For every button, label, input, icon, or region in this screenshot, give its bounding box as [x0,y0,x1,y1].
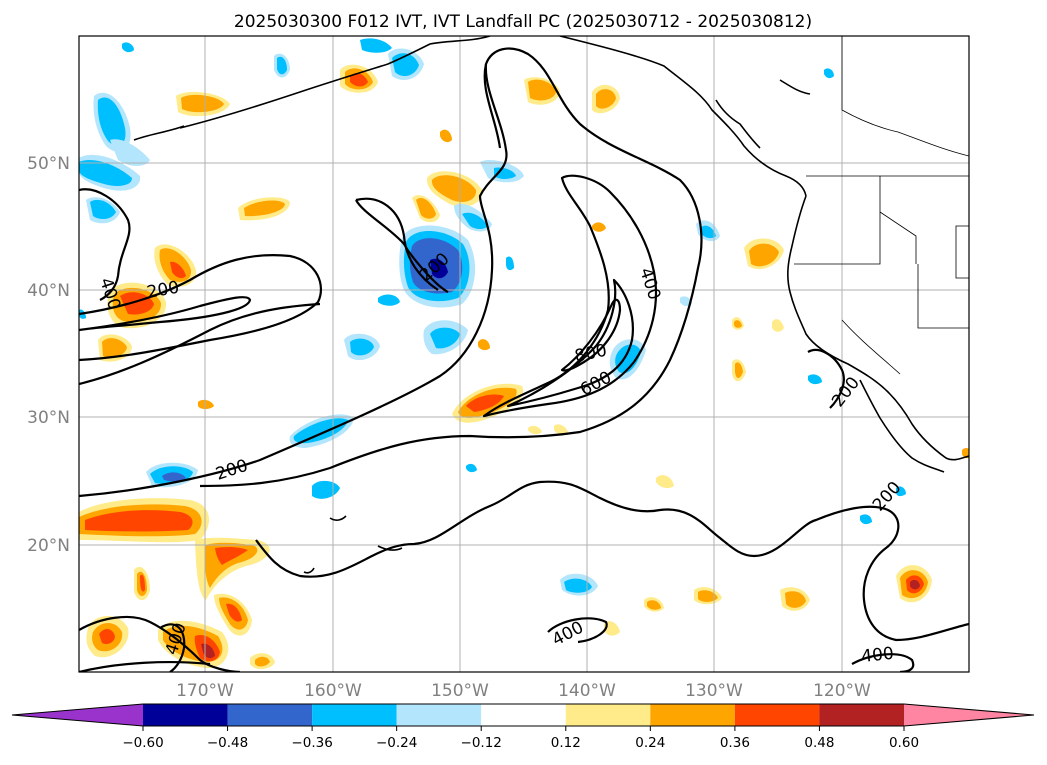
colorbar-tick-label: −0.36 [291,735,332,751]
colorbar-tick-label: 0.60 [889,735,919,751]
map-frame [78,35,970,673]
contour-label: 400 [860,644,894,667]
contour-400-sw [79,615,241,672]
contour-400-sw2 [159,623,186,672]
colorbar-segment [819,704,904,726]
contour-200-loop [355,199,449,293]
colorbar-segment [481,704,566,726]
colorbar-tick-label: −0.48 [207,735,248,751]
colorbar-tick-label: −0.12 [461,735,502,751]
colorbar-segment [565,704,651,726]
colorbar-segment [396,704,482,726]
gridlines [79,36,969,672]
colorbar-tick-label: 0.24 [635,735,665,751]
lat-label-30n: 30°N [27,408,70,428]
contour-400-core [482,174,658,418]
contour-400-se [851,653,915,672]
map-panel: 400 200 200 200 400 800 600 200 200 400 … [78,35,970,673]
contour-600 [506,278,634,408]
lon-label-140w: 140°W [558,681,616,701]
colorbar-segment [650,704,735,726]
contour-800 [560,298,622,372]
colorbar-segment [904,704,1034,726]
lat-label-20n: 20°N [27,536,70,556]
latitude-labels: 50°N 40°N 30°N 20°N [27,154,70,556]
contour-200-south [79,480,969,672]
contour-400-s [547,617,608,644]
colorbar-tick-label: −0.24 [376,735,417,751]
colorbar-tick-label: 0.36 [720,735,750,751]
contour-400-west-closed [79,296,252,332]
shaded-anomalies [79,38,969,670]
contour-200-west [79,254,323,362]
colorbar-tick-label: 0.12 [551,735,581,751]
lat-label-40n: 40°N [27,281,70,301]
contour-200-main [79,47,703,498]
longitude-labels: 170°W 160°W 150°W 140°W 130°W 120°W [176,681,871,701]
colorbar-tick-label: −0.60 [122,735,163,751]
colorbar-segment [143,704,228,726]
colorbar-segment [734,704,820,726]
contour-200-coast [807,348,845,409]
colorbar-segment [12,704,143,726]
lon-label-170w: 170°W [176,681,234,701]
lon-label-150w: 150°W [431,681,489,701]
contour-200-center [355,197,439,291]
colorbar-tick-label: 0.48 [804,735,834,751]
lat-label-50n: 50°N [27,154,70,174]
contour-400-ne [483,63,502,149]
coastlines [133,36,969,574]
colorbar-segment [227,704,313,726]
figure-title: 2025030300 F012 IVT, IVT Landfall PC (20… [234,12,812,32]
colorbar: −0.60 −0.48 −0.36 −0.24 −0.12 0.12 0.24 0.36 0.4… [11,703,1035,751]
contour-400-nw [79,188,131,301]
ivt-contours [79,47,969,672]
lon-label-160w: 160°W [304,681,362,701]
colorbar-segment [312,704,397,726]
lon-label-130w: 130°W [685,681,743,701]
lon-label-120w: 120°W [813,681,871,701]
contour-200-mid [79,302,321,386]
